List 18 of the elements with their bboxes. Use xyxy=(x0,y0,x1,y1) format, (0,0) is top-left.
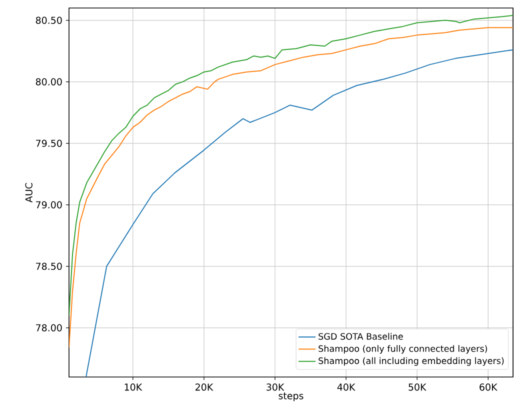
x-tick-label: 50K xyxy=(408,384,426,391)
x-tick-label: 10K xyxy=(124,384,142,391)
legend-label: Shampoo (all including embedding layers) xyxy=(318,357,504,366)
y-tick-label: 80.00 xyxy=(36,78,62,86)
x-tick-label: 40K xyxy=(337,384,356,391)
legend-label: SGD SOTA Baseline xyxy=(318,332,403,340)
x-tick-label: 20K xyxy=(196,384,214,391)
y-tick-label: 80.50 xyxy=(36,16,62,24)
x-axis-title: steps xyxy=(278,392,304,402)
x-tick-label: 30K xyxy=(266,384,284,391)
y-axis-title: AUC xyxy=(25,182,32,202)
y-tick-label: 79.50 xyxy=(36,140,62,147)
y-tick-label: 78.00 xyxy=(36,324,62,332)
x-tick-label: 60K xyxy=(480,384,498,391)
y-tick-label: 79.00 xyxy=(36,201,62,208)
legend-label: Shampoo (only fully connected layers) xyxy=(318,345,487,354)
y-tick-label: 78.50 xyxy=(36,262,62,270)
line-series xyxy=(86,49,514,377)
